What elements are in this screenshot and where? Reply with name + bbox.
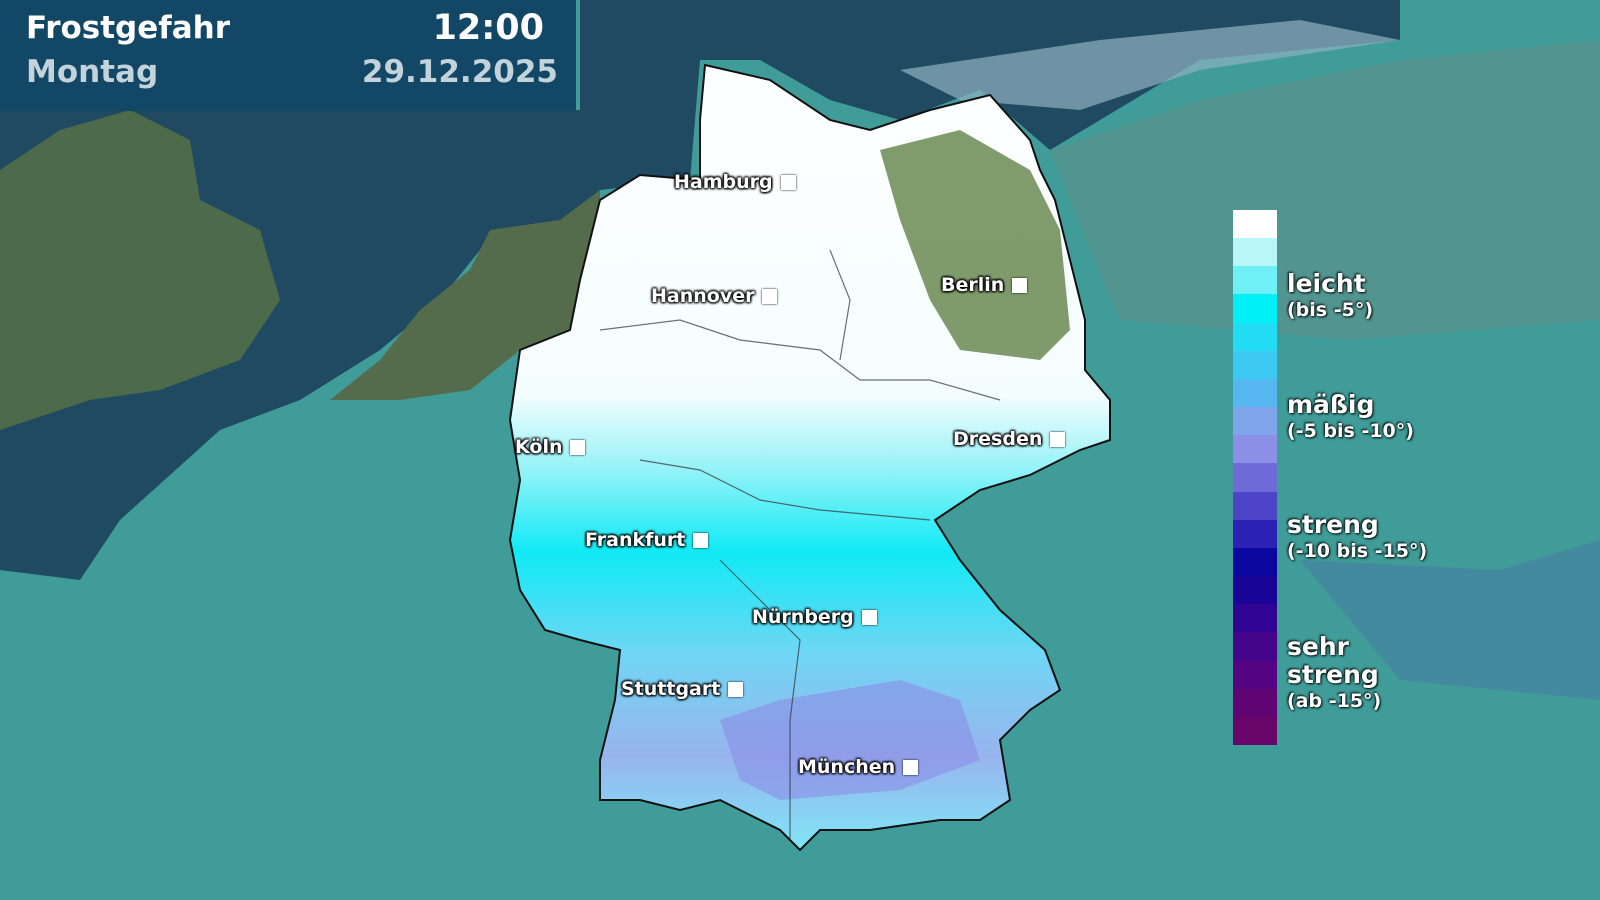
legend-maessig: mäßig (-5 bis -10°): [1287, 390, 1414, 443]
city-marker-icon: [693, 532, 709, 548]
legend-swatch-1: [1233, 238, 1277, 267]
city-marker-icon: [1012, 277, 1028, 293]
city-hamburg: Hamburg: [674, 171, 796, 193]
city-koeln: Köln: [515, 436, 586, 458]
legend-swatch-2: [1233, 266, 1277, 295]
brandenburg-unfrozen: [880, 130, 1070, 360]
legend-swatch-4: [1233, 322, 1277, 351]
city-marker-icon: [728, 681, 744, 697]
state-borders: [599, 249, 1001, 840]
city-label: München: [798, 756, 896, 778]
city-marker-icon: [570, 439, 586, 455]
sea: [0, 0, 1400, 580]
legend-streng: streng (-10 bis -15°): [1287, 510, 1428, 563]
city-label: Nürnberg: [752, 606, 854, 628]
legend-sehr-streng: sehr streng (ab -15°): [1287, 632, 1382, 713]
legend-swatch-13: [1233, 576, 1277, 605]
legend-swatch-11: [1233, 519, 1277, 548]
city-label: Hannover: [651, 285, 755, 307]
legend-swatch-16: [1233, 660, 1277, 689]
legend-swatch-7: [1233, 407, 1277, 436]
city-muenchen: München: [798, 756, 919, 778]
city-marker-icon: [1050, 431, 1066, 447]
legend-swatch-17: [1233, 688, 1277, 717]
legend-color-scale: [1233, 210, 1277, 745]
sea-baltic: [900, 20, 1400, 110]
legend-swatch-3: [1233, 294, 1277, 323]
city-hannover: Hannover: [651, 285, 778, 307]
city-frankfurt: Frankfurt: [585, 529, 709, 551]
date: 29.12.2025: [361, 54, 558, 90]
legend-swatch-10: [1233, 491, 1277, 520]
city-stuttgart: Stuttgart: [621, 678, 744, 700]
great-britain: [0, 110, 280, 430]
legend-swatch-6: [1233, 378, 1277, 408]
city-label: Hamburg: [674, 171, 773, 193]
city-berlin: Berlin: [941, 274, 1028, 296]
header-panel: Frostgefahr Montag 12:00 29.12.2025: [0, 0, 576, 111]
city-dresden: Dresden: [953, 428, 1066, 450]
legend-swatch-5: [1233, 350, 1277, 379]
city-marker-icon: [861, 609, 877, 625]
legend-leicht: leicht (bis -5°): [1287, 269, 1374, 322]
map-title: Frostgefahr: [26, 10, 231, 46]
city-marker-icon: [762, 288, 778, 304]
city-label: Berlin: [941, 274, 1005, 296]
poland-land: [1050, 40, 1600, 340]
city-label: Frankfurt: [585, 529, 686, 551]
city-label: Stuttgart: [621, 678, 721, 700]
city-label: Köln: [515, 436, 563, 458]
legend-swatch-18: [1233, 716, 1277, 745]
benelux: [330, 190, 600, 400]
weekday: Montag: [26, 54, 159, 90]
city-nuernberg: Nürnberg: [752, 606, 877, 628]
city-label: Dresden: [953, 428, 1043, 450]
legend-swatch-9: [1233, 463, 1277, 492]
time: 12:00: [432, 8, 544, 48]
legend-swatch-12: [1233, 547, 1277, 577]
city-marker-icon: [903, 759, 919, 775]
legend-swatch-0: [1233, 210, 1277, 239]
europe-purple-region: [1300, 540, 1600, 700]
city-marker-icon: [780, 174, 796, 190]
legend-swatch-15: [1233, 632, 1277, 661]
legend-swatch-8: [1233, 435, 1277, 464]
legend-swatch-14: [1233, 604, 1277, 633]
